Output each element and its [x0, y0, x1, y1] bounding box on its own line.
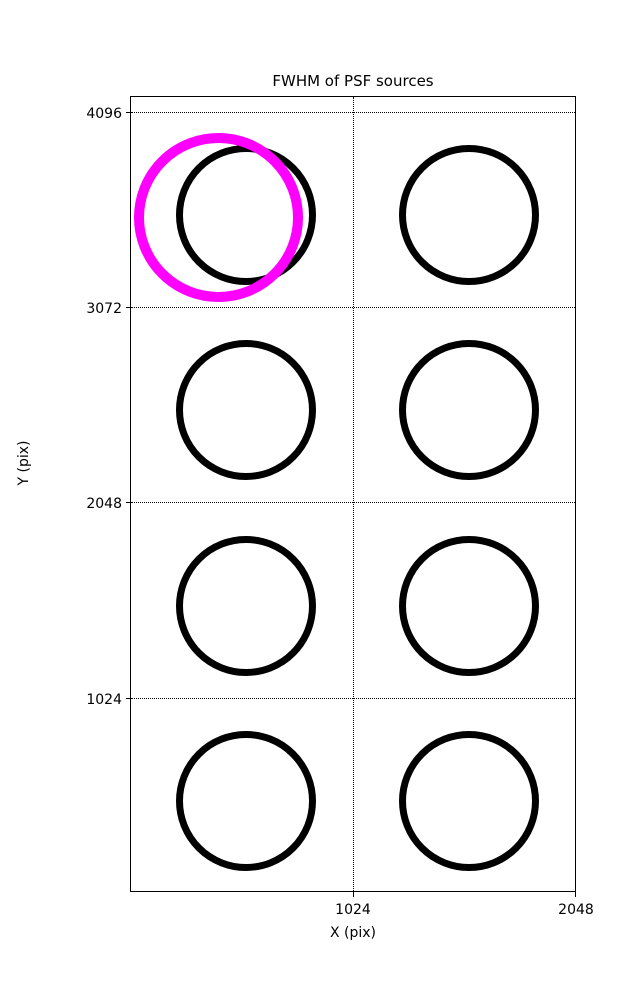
- x-tick-label-2048: 2048: [558, 902, 594, 918]
- x-tick-label-1024: 1024: [335, 902, 371, 918]
- y-tick-label-2048: 2048: [86, 496, 122, 512]
- flagged-psf-source-marker: [134, 133, 303, 302]
- plot-area: [130, 96, 576, 892]
- y-tick-label-1024: 1024: [86, 692, 122, 708]
- psf-source-marker: [176, 340, 316, 480]
- y-tick-mark-4096: [126, 112, 131, 113]
- psf-source-marker: [399, 340, 539, 480]
- x-axis-label: X (pix): [329, 925, 377, 941]
- psf-source-marker: [399, 145, 539, 285]
- psf-source-marker: [176, 536, 316, 676]
- y-axis-label: Y (pix): [16, 440, 32, 486]
- x-tick-mark-2048: [575, 892, 576, 897]
- gridline-x-1024: [353, 97, 354, 891]
- y-tick-label-3072: 3072: [86, 301, 122, 317]
- psf-source-marker: [176, 731, 316, 871]
- psf-source-marker: [399, 731, 539, 871]
- y-tick-label-4096: 4096: [86, 106, 122, 122]
- y-tick-mark-2048: [126, 502, 131, 503]
- y-tick-mark-1024: [126, 698, 131, 699]
- psf-source-marker: [399, 536, 539, 676]
- x-tick-mark-1024: [353, 892, 354, 897]
- chart-title: FWHM of PSF sources: [272, 72, 434, 90]
- y-tick-mark-3072: [126, 307, 131, 308]
